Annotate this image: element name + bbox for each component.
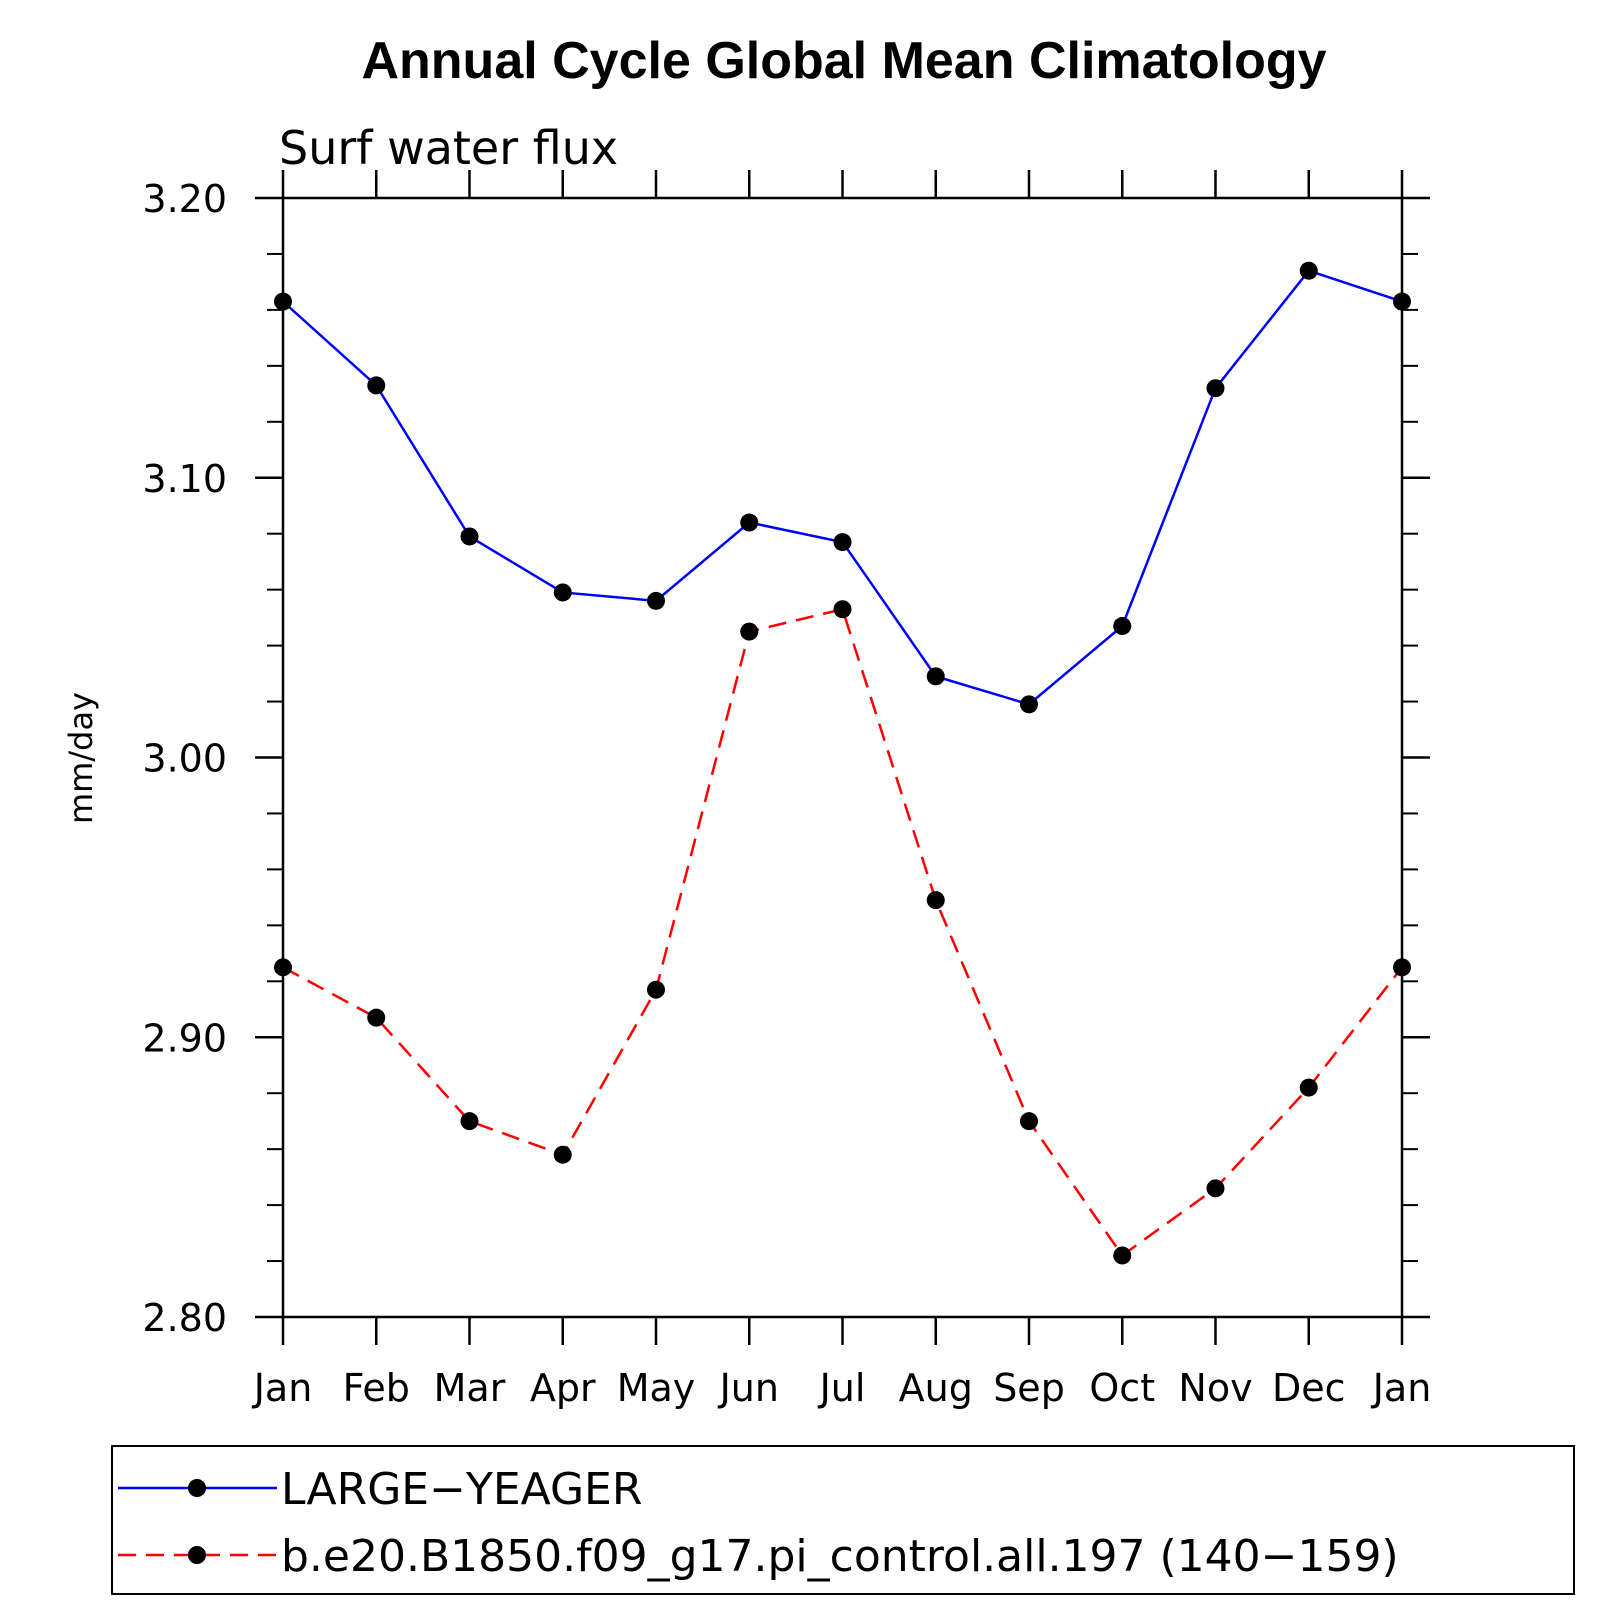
x-tick-label: Jun xyxy=(718,1366,779,1410)
legend-marker-large-yeager xyxy=(188,1479,206,1497)
series-line-1 xyxy=(282,607,1403,1258)
legend-label-control: b.e20.B1850.f09_g17.pi_control.all.197 (… xyxy=(281,1531,1399,1582)
legend-box xyxy=(111,1445,1575,1595)
x-tick-label: Dec xyxy=(1272,1366,1346,1410)
x-tick-label: May xyxy=(617,1366,696,1410)
y-tick-label: 2.90 xyxy=(142,1016,227,1060)
data-point xyxy=(460,527,479,546)
y-tick-label: 2.80 xyxy=(142,1296,227,1340)
legend-label-large-yeager: LARGE−YEAGER xyxy=(281,1464,642,1515)
data-point xyxy=(926,891,945,910)
data-point xyxy=(1020,695,1038,714)
data-point xyxy=(1299,1078,1318,1097)
series-layer xyxy=(274,261,1411,1265)
series-line-0 xyxy=(282,269,1403,706)
x-tick-label: Apr xyxy=(530,1366,596,1410)
x-tick-label: Mar xyxy=(434,1366,506,1410)
legend-marker-control xyxy=(188,1546,206,1564)
legend: LARGE−YEAGER b.e20.B1850.f09_g17.pi_cont… xyxy=(111,1445,1575,1595)
data-point xyxy=(926,667,945,686)
chart-subtitle: Surf water flux xyxy=(279,121,618,175)
data-point xyxy=(367,1008,386,1027)
data-point xyxy=(553,1145,572,1164)
x-tick-label: Feb xyxy=(343,1366,410,1410)
data-point xyxy=(1393,292,1411,311)
data-point xyxy=(367,376,386,395)
data-point xyxy=(553,583,572,602)
data-point xyxy=(274,292,292,311)
data-point xyxy=(1020,1112,1038,1131)
data-point xyxy=(1113,617,1132,636)
data-point xyxy=(1113,1246,1132,1265)
data-point xyxy=(833,533,852,552)
axes: Jan Feb Mar Apr May Jun Jul Aug Sep Oct Nov Dec Jan 2… xyxy=(142,170,1431,1410)
y-tick-label: 3.10 xyxy=(142,457,227,501)
data-point xyxy=(833,600,852,619)
x-tick-label: Jan xyxy=(252,1366,313,1410)
data-point xyxy=(647,980,665,999)
x-tick-label: Nov xyxy=(1178,1366,1252,1410)
y-tick-label: 3.00 xyxy=(142,737,227,781)
x-tick-label: Jul xyxy=(818,1366,866,1410)
data-point xyxy=(740,622,759,641)
data-point xyxy=(1393,958,1411,977)
data-point xyxy=(1206,379,1225,398)
data-point xyxy=(1206,1179,1225,1198)
y-axis-label: mm/day xyxy=(62,692,100,824)
data-point xyxy=(740,513,759,532)
y-tick-label: 3.20 xyxy=(142,177,227,221)
data-point xyxy=(647,591,665,610)
chart-title: Annual Cycle Global Mean Climatology xyxy=(361,32,1326,90)
data-point xyxy=(460,1112,479,1131)
x-tick-label: Sep xyxy=(993,1366,1065,1410)
data-point xyxy=(274,958,292,977)
data-point xyxy=(1299,261,1318,280)
x-tick-label: Oct xyxy=(1089,1366,1155,1410)
x-tick-label: Jan xyxy=(1371,1366,1432,1410)
x-tick-label: Aug xyxy=(899,1366,973,1410)
